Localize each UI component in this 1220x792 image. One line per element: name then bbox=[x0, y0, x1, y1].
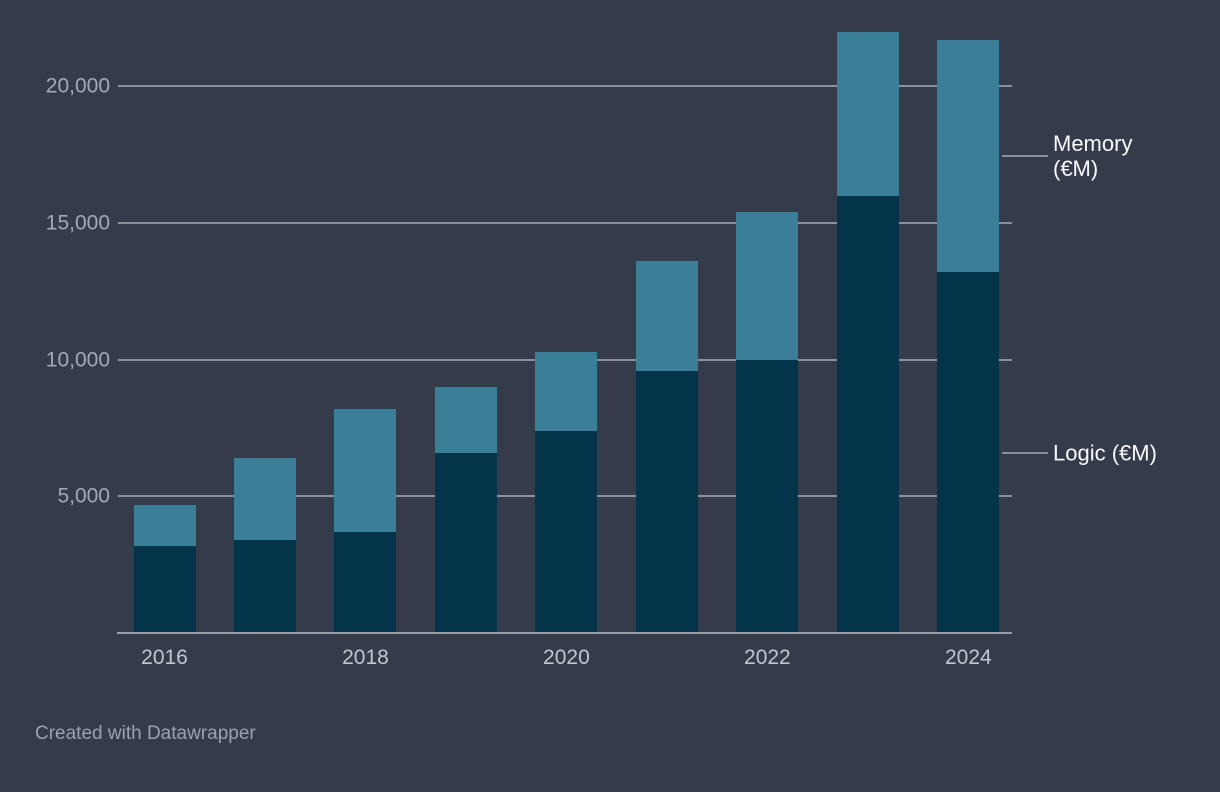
bar-2018-memory[interactable] bbox=[334, 408, 396, 532]
bar-2022-logic[interactable] bbox=[736, 359, 798, 633]
bar-2021-logic[interactable] bbox=[636, 370, 698, 633]
legend-label-logic: Logic (€M) bbox=[1053, 440, 1157, 466]
y-tick-label: 15,000 bbox=[45, 211, 110, 235]
x-tick-label-2018: 2018 bbox=[342, 646, 389, 669]
bar-2022-memory[interactable] bbox=[736, 212, 798, 360]
bar-2017-logic[interactable] bbox=[234, 540, 296, 633]
bar-2021-memory[interactable] bbox=[636, 261, 698, 371]
bar-2016-memory[interactable] bbox=[134, 504, 196, 546]
x-tick-label-2022: 2022 bbox=[744, 646, 791, 669]
bar-2019-memory[interactable] bbox=[435, 387, 497, 453]
bar-2020-memory[interactable] bbox=[535, 351, 597, 431]
datawrapper-credit[interactable]: Created with Datawrapper bbox=[35, 723, 256, 744]
y-tick-label: 5,000 bbox=[57, 484, 110, 508]
bar-2018-logic[interactable] bbox=[334, 531, 396, 633]
legend-label-memory: Memory (€M) bbox=[1053, 131, 1133, 182]
bar-2024-memory[interactable] bbox=[937, 39, 999, 273]
legend-tick-memory bbox=[1002, 155, 1048, 158]
bar-2023-memory[interactable] bbox=[837, 31, 899, 196]
y-tick-label: 10,000 bbox=[45, 348, 110, 372]
bar-2020-logic[interactable] bbox=[535, 430, 597, 633]
x-tick-label-2016: 2016 bbox=[141, 646, 188, 669]
gridline-15000 bbox=[118, 222, 1012, 225]
x-axis-line bbox=[117, 632, 1012, 634]
bar-2016-logic[interactable] bbox=[134, 545, 196, 633]
legend-tick-logic bbox=[1002, 451, 1048, 454]
bar-2024-logic[interactable] bbox=[937, 272, 999, 633]
x-tick-label-2020: 2020 bbox=[543, 646, 590, 669]
x-tick-label-2024: 2024 bbox=[944, 646, 992, 669]
gridline-20000 bbox=[118, 85, 1012, 88]
y-tick-label: 20,000 bbox=[45, 74, 110, 98]
bar-2017-memory[interactable] bbox=[234, 458, 296, 541]
bar-2019-logic[interactable] bbox=[435, 452, 497, 633]
bar-2023-logic[interactable] bbox=[837, 195, 899, 633]
